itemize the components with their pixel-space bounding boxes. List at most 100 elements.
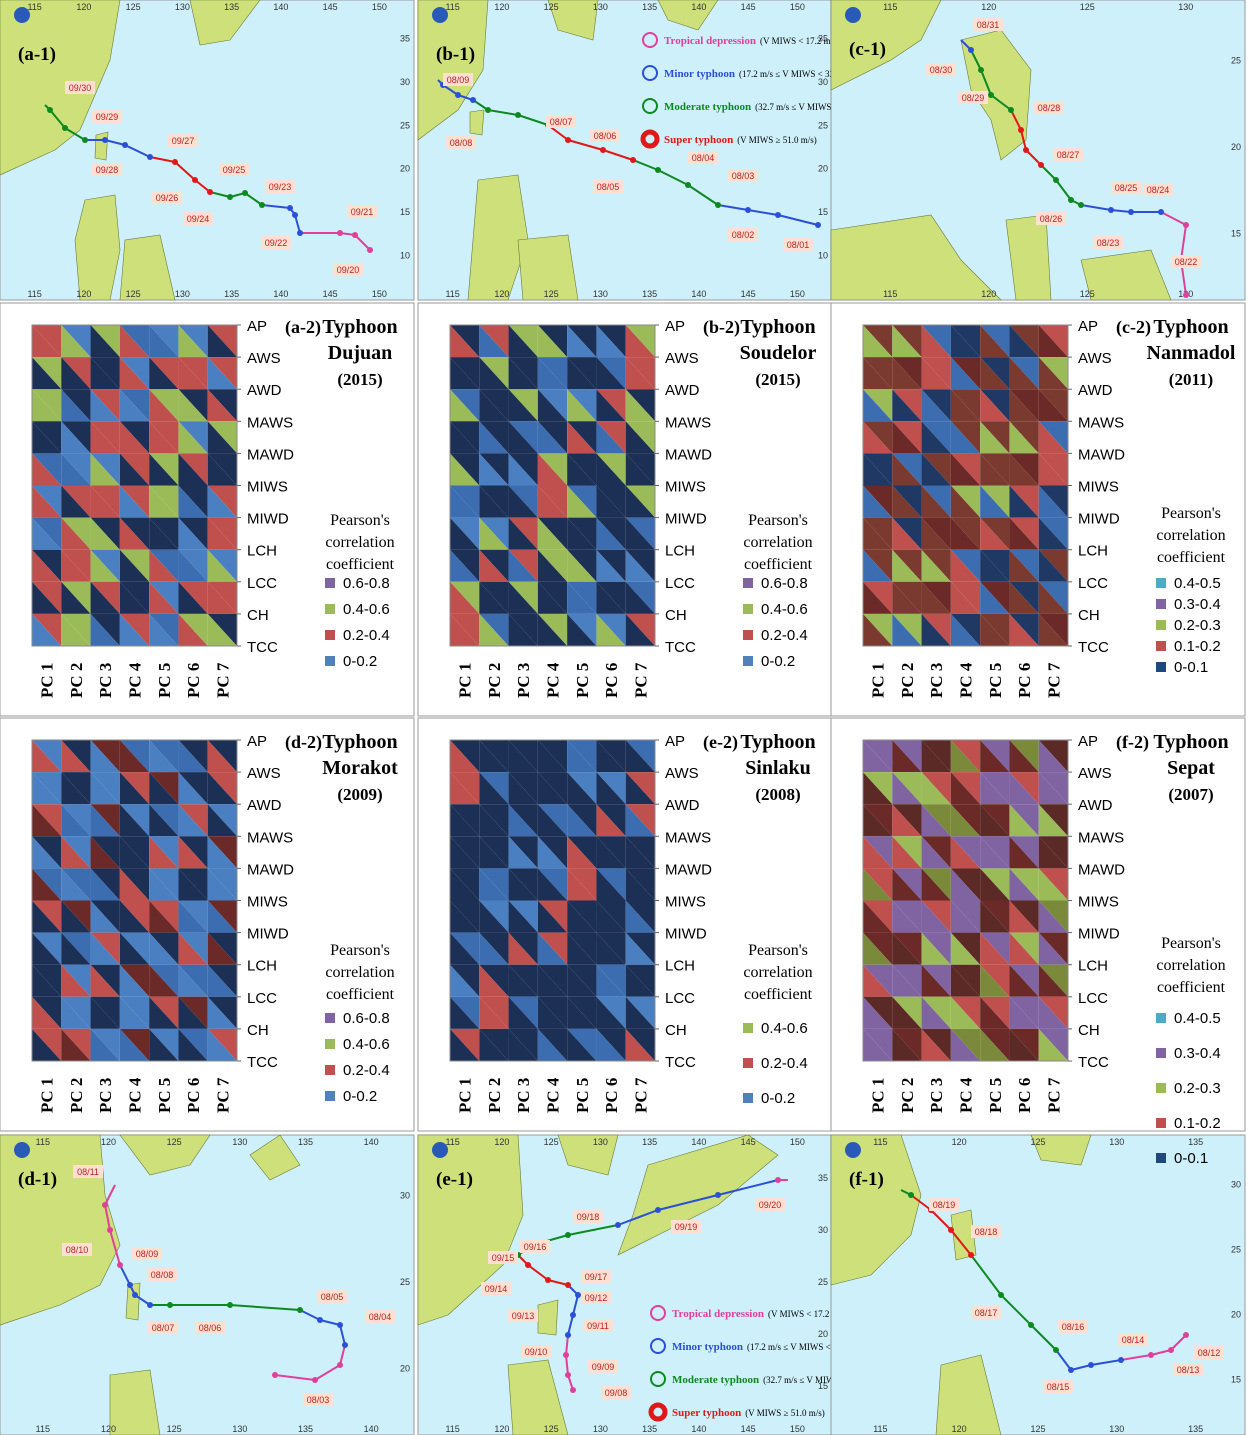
- track-point: [715, 1192, 721, 1198]
- map-panel: (d-1)11511512012012512513013013513514014…: [0, 1135, 414, 1435]
- variable-label: MIWD: [665, 511, 707, 528]
- component-label: PC 5: [573, 663, 592, 698]
- panel-label: (d-2): [285, 732, 322, 753]
- lat-tick-label: 25: [818, 1277, 828, 1287]
- date-label: 09/20: [337, 265, 360, 275]
- legend-swatch: [325, 630, 335, 640]
- track-point: [565, 1282, 571, 1288]
- date-label: 08/09: [447, 75, 470, 85]
- logo: [845, 7, 861, 23]
- date-label: 08/18: [975, 1227, 998, 1237]
- legend-swatch: [743, 1058, 753, 1068]
- lon-tick-label: 150: [790, 2, 805, 12]
- variable-label: MAWS: [1078, 829, 1124, 846]
- date-label: 08/25: [1115, 183, 1138, 193]
- legend-label: 0-0.2: [343, 653, 377, 670]
- date-label: 08/23: [1097, 238, 1120, 248]
- lon-tick-label: 120: [76, 2, 91, 12]
- date-label: 09/13: [512, 1311, 535, 1321]
- variable-label: CH: [1078, 1022, 1100, 1039]
- variable-label: AWS: [1078, 765, 1112, 782]
- panel-title: Typhoon: [740, 316, 815, 338]
- component-label: PC 4: [544, 662, 563, 698]
- track-point: [287, 205, 293, 211]
- lon-tick-label: 125: [544, 289, 559, 299]
- legend-label: 0.6-0.8: [761, 575, 808, 592]
- track-point: [485, 107, 491, 113]
- legend-title: coefficient: [744, 556, 813, 573]
- legend-swatch: [325, 1091, 335, 1101]
- variable-label: LCC: [247, 990, 277, 1007]
- date-label: 09/11: [587, 1321, 609, 1331]
- legend-name: Moderate typhoon: [664, 101, 751, 113]
- panel-title: (2007): [1168, 785, 1213, 804]
- lon-tick-label: 150: [790, 1137, 805, 1147]
- component-label: PC 6: [602, 663, 621, 698]
- variable-label: AP: [247, 318, 267, 335]
- track-point: [470, 97, 476, 103]
- variable-label: TCC: [665, 639, 696, 656]
- date-label: 08/05: [597, 182, 620, 192]
- lat-tick-label: 20: [1231, 1310, 1241, 1320]
- lon-tick-label: 120: [981, 289, 996, 299]
- lon-tick-label: 120: [101, 1424, 116, 1434]
- legend-label: 0-0.1: [1174, 659, 1208, 676]
- panel-title: Typhoon: [322, 731, 397, 753]
- date-label: 08/29: [962, 93, 985, 103]
- date-label: 08/04: [369, 1312, 392, 1322]
- track-point: [1183, 292, 1189, 298]
- lon-tick-label: 135: [1188, 1137, 1203, 1147]
- variable-label: LCH: [1078, 958, 1108, 975]
- lon-tick-label: 115: [873, 1424, 887, 1434]
- lat-tick-label: 10: [400, 250, 410, 260]
- lon-tick-label: 120: [981, 2, 996, 12]
- legend-swatch: [1156, 578, 1166, 588]
- track-point: [102, 1202, 108, 1208]
- component-label: PC 6: [1015, 1078, 1034, 1113]
- variable-label: AWD: [665, 382, 700, 399]
- map-label: (f-1): [849, 1169, 884, 1190]
- lat-tick-label: 35: [400, 34, 410, 44]
- track-point: [1068, 1367, 1074, 1373]
- track-point: [565, 137, 571, 143]
- track-point: [227, 194, 233, 200]
- track-point: [1053, 1347, 1059, 1353]
- variable-label: AWS: [1078, 350, 1112, 367]
- date-label: 08/28: [1038, 103, 1061, 113]
- track-point: [988, 92, 994, 98]
- variable-label: LCC: [247, 575, 277, 592]
- date-label: 08/14: [1122, 1335, 1145, 1345]
- variable-label: MAWS: [665, 829, 711, 846]
- lon-tick-label: 135: [642, 1137, 657, 1147]
- legend-label: 0-0.2: [343, 1088, 377, 1105]
- date-label: 08/17: [975, 1308, 998, 1318]
- legend-swatch: [1156, 662, 1166, 672]
- date-label: 08/08: [151, 1270, 174, 1280]
- component-label: PC 4: [957, 662, 976, 698]
- lon-tick-label: 145: [323, 289, 338, 299]
- variable-label: CH: [665, 607, 687, 624]
- panel-label: (a-2): [285, 317, 321, 338]
- lon-tick-label: 130: [175, 2, 190, 12]
- lon-tick-label: 115: [445, 1424, 459, 1434]
- component-label: PC 3: [927, 1078, 946, 1113]
- lon-tick-label: 125: [167, 1137, 182, 1147]
- lon-tick-label: 145: [741, 2, 756, 12]
- map-label: (c-1): [849, 39, 886, 60]
- legend-label: 0.2-0.4: [761, 1055, 808, 1072]
- component-label: PC 4: [126, 1077, 145, 1113]
- track-point: [998, 1292, 1004, 1298]
- legend-range: (17.2 m/s ≤ V MIWS < 32.7): [739, 69, 844, 79]
- lat-tick-label: 15: [400, 207, 410, 217]
- track-point: [1108, 207, 1114, 213]
- variable-label: MIWS: [665, 894, 706, 911]
- track-point: [565, 1232, 571, 1238]
- lon-tick-label: 115: [873, 1137, 887, 1147]
- map-panel: (c-1)11511512012012512513013015202508/22…: [831, 0, 1245, 300]
- variable-label: CH: [247, 607, 269, 624]
- legend-title: coefficient: [1157, 979, 1226, 996]
- variable-label: MAWD: [1078, 861, 1125, 878]
- legend-swatch: [743, 630, 753, 640]
- date-label: 09/16: [524, 1242, 547, 1252]
